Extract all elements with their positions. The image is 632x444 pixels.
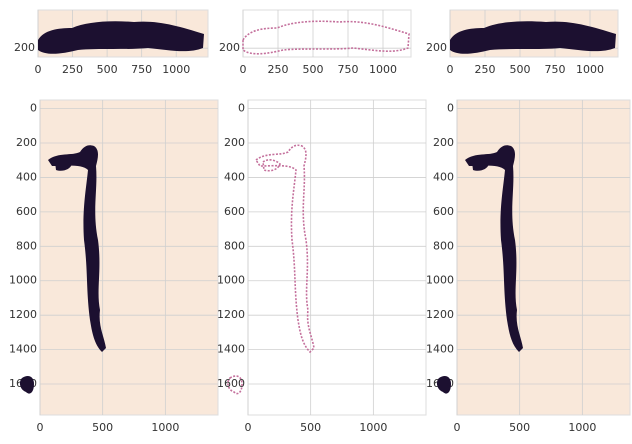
y-tick-label: 1200 xyxy=(9,308,37,321)
x-tick-label: 250 xyxy=(475,63,496,76)
y-tick-label: 1400 xyxy=(217,343,245,356)
y-tick-label: 1400 xyxy=(426,343,454,356)
y-tick-label: 1000 xyxy=(426,274,454,287)
y-tick-label: 200 xyxy=(426,41,447,54)
y-tick-label: 600 xyxy=(224,205,245,218)
y-tick-label: 1600 xyxy=(217,377,245,390)
panel-background xyxy=(242,9,412,58)
panel-background xyxy=(456,99,631,416)
x-tick-label: 0 xyxy=(454,421,461,434)
x-tick-label: 500 xyxy=(92,421,113,434)
x-tick-label: 250 xyxy=(62,63,83,76)
y-tick-label: 600 xyxy=(16,205,37,218)
x-tick-label: 500 xyxy=(510,63,531,76)
y-tick-label: 800 xyxy=(433,239,454,252)
x-tick-label: 750 xyxy=(338,63,359,76)
x-tick-label: 750 xyxy=(131,63,152,76)
x-tick-label: 0 xyxy=(35,63,42,76)
x-tick-label: 0 xyxy=(245,421,252,434)
y-tick-label: 1200 xyxy=(426,308,454,321)
y-tick-label: 1400 xyxy=(9,343,37,356)
y-tick-label: 200 xyxy=(433,136,454,149)
y-tick-label: 600 xyxy=(433,205,454,218)
y-tick-label: 0 xyxy=(447,102,454,115)
y-tick-label: 0 xyxy=(30,102,37,115)
x-tick-label: 750 xyxy=(545,63,566,76)
y-tick-label: 800 xyxy=(224,239,245,252)
x-tick-label: 0 xyxy=(240,63,247,76)
x-tick-label: 500 xyxy=(303,63,324,76)
x-tick-label: 0 xyxy=(37,421,44,434)
y-tick-label: 0 xyxy=(238,102,245,115)
y-tick-label: 400 xyxy=(433,170,454,183)
y-tick-label: 200 xyxy=(14,41,35,54)
panel-background xyxy=(247,99,427,416)
y-tick-label: 200 xyxy=(16,136,37,149)
y-tick-label: 800 xyxy=(16,239,37,252)
x-tick-label: 1000 xyxy=(369,63,397,76)
y-tick-label: 400 xyxy=(16,170,37,183)
x-tick-label: 1000 xyxy=(162,63,190,76)
x-tick-label: 1000 xyxy=(568,421,596,434)
x-tick-label: 250 xyxy=(268,63,289,76)
y-tick-label: 200 xyxy=(219,41,240,54)
x-tick-label: 1000 xyxy=(151,421,179,434)
panel-background xyxy=(39,99,219,416)
x-tick-label: 1000 xyxy=(359,421,387,434)
x-tick-label: 1000 xyxy=(576,63,604,76)
y-tick-label: 200 xyxy=(224,136,245,149)
x-tick-label: 0 xyxy=(447,63,454,76)
y-tick-label: 400 xyxy=(224,170,245,183)
y-tick-label: 1200 xyxy=(217,308,245,321)
y-tick-label: 1000 xyxy=(9,274,37,287)
x-tick-label: 500 xyxy=(300,421,321,434)
x-tick-label: 500 xyxy=(97,63,118,76)
x-tick-label: 500 xyxy=(509,421,530,434)
y-tick-label: 1000 xyxy=(217,274,245,287)
